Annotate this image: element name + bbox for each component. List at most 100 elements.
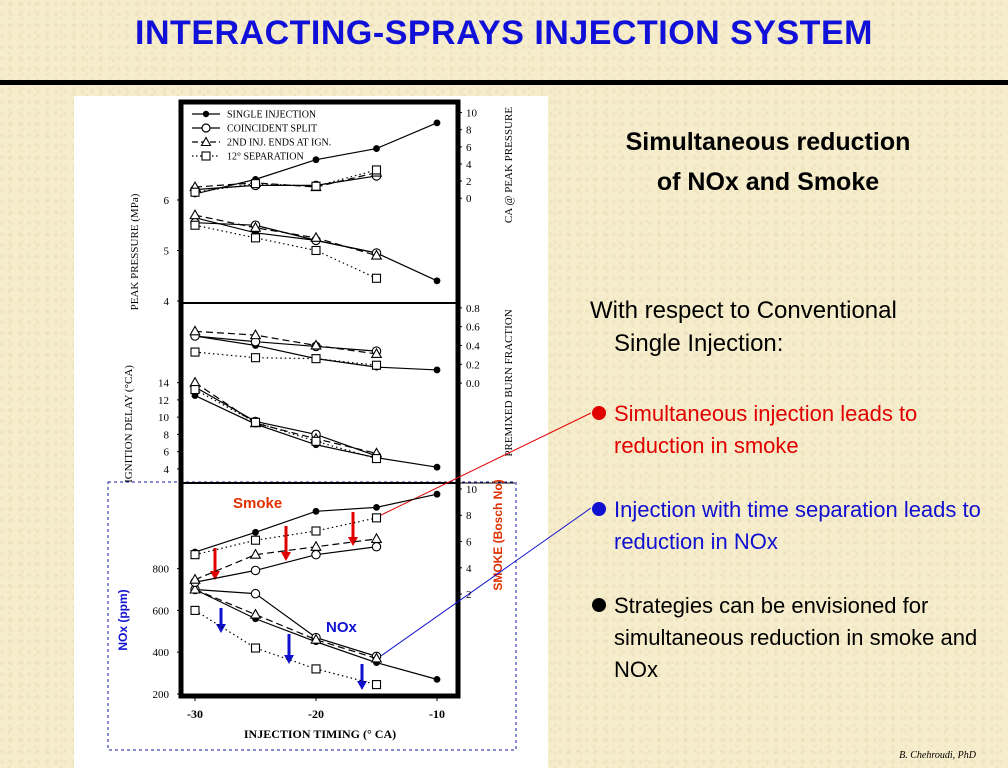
emissions-right-12-separation-point: [311, 526, 321, 536]
peak-right-tick-label: 10: [466, 108, 478, 120]
emissions-left-2nd-inj-ends-at-ign-point: [189, 583, 201, 594]
emissions-right-2nd-inj-ends-at-ign-point: [249, 548, 262, 559]
emissions-left-12-separation-point: [250, 643, 261, 653]
ignition-right-2nd-inj-ends-at-ign-point: [249, 328, 262, 340]
peak-left-12-separation-point: [311, 245, 321, 256]
nox-reduction-arrows: [216, 608, 367, 690]
emissions-right-12-separation-point: [250, 535, 261, 545]
ignition-left-tick-label: 4: [164, 464, 170, 476]
x-tick-label: -30: [187, 707, 203, 721]
ignition-right-2nd-inj-ends-at-ign-point: [310, 339, 322, 350]
subhead-line-2: Single Injection:: [614, 330, 784, 357]
headline-line-2: of NOx and Smoke: [656, 168, 880, 196]
emissions-right-tick-label: 6: [466, 537, 472, 549]
ignition-left-coincident-split-line: [194, 386, 377, 457]
emissions-right-single-injection-point: [312, 507, 320, 515]
ignition-left-12-separation-point: [311, 436, 321, 446]
ignition-left-2nd-inj-ends-at-ign-point: [189, 376, 201, 387]
headline-line-1: Simultaneous reduction: [625, 128, 911, 156]
peak-right-tick-label: 0: [466, 193, 472, 205]
ignition-right-2nd-inj-ends-at-ign-point: [189, 325, 201, 336]
bullet-dot-icon: [592, 502, 606, 516]
ignition-left-12-separation-point: [371, 454, 382, 464]
ignition-right-axis-label: PREMIXED BURN FRACTION: [503, 309, 515, 456]
peak-left-tick-label: 4: [164, 296, 170, 308]
peak-left-tick-label: 5: [164, 245, 170, 257]
peak-left-2nd-inj-ends-at-ign-line: [194, 214, 377, 257]
emissions-right-12-separation-point: [371, 513, 382, 523]
peak-left-12-separation-point: [190, 220, 200, 230]
emissions-left-tick-label: 200: [153, 689, 170, 701]
emissions-left-2nd-inj-ends-at-ign-point: [370, 652, 383, 663]
author-credit: B. Chehroudi, PhD: [899, 750, 976, 761]
emissions-left-single-injection-point: [433, 675, 441, 683]
emissions-left-coincident-split-line: [194, 588, 377, 657]
nox-arrow-2-head: [284, 655, 294, 664]
emissions-right-12-separation-point: [190, 550, 200, 560]
smoke-arrow-2-head: [281, 552, 291, 561]
nox-callout-line: [377, 507, 592, 659]
legend-marker-single: [202, 110, 210, 118]
x-tick-label: -10: [429, 707, 445, 721]
emissions-left-12-separation-point: [311, 664, 321, 674]
ignition-right-2nd-inj-ends-at-ign-line: [194, 330, 377, 355]
peak-right-12-separation-point: [311, 181, 321, 191]
nox-axis-label: NOx (ppm): [116, 589, 130, 650]
legend-marker-coincident: [201, 123, 211, 133]
x-tick-label: -20: [308, 707, 324, 721]
emissions-right-tick-label: 2: [466, 589, 472, 601]
peak-right-tick-label: 6: [466, 142, 472, 154]
emissions-right-coincident-split-point: [250, 565, 261, 576]
peak-right-12-separation-point: [190, 187, 200, 197]
legend-label-separation: 12° SEPARATION: [227, 152, 304, 163]
emissions-left-tick-label: 600: [153, 605, 170, 617]
peak-left-single-injection-point: [433, 277, 441, 285]
bullet-strategies-text: Strategies can be envisioned for simulta…: [614, 593, 978, 682]
legend-marker-separation: [201, 151, 211, 161]
peak-left-tick-label: 6: [164, 195, 170, 207]
emissions-right-tick-label: 10: [466, 484, 478, 496]
legend: SINGLE INJECTION COINCIDENT SPLIT 2ND IN…: [192, 110, 331, 163]
headline: Simultaneous reduction of NOx and Smoke: [568, 122, 968, 202]
nox-arrow-3-head: [357, 681, 367, 690]
emissions-left-2nd-inj-ends-at-ign-point: [310, 633, 322, 644]
ignition-left-tick-label: 12: [158, 395, 169, 407]
ignition-left-12-separation-point: [250, 417, 261, 427]
emissions-right-coincident-split-line: [194, 546, 377, 583]
peak-left-12-separation-point: [250, 233, 261, 243]
ignition-left-12-separation-point: [190, 384, 200, 395]
peak-left-axis-label: PEAK PRESSURE (MPa): [129, 193, 141, 310]
ignition-left-single-injection-point: [433, 463, 441, 471]
peak-right-single-injection-point: [373, 145, 380, 152]
ignition-right-tick-label: 0.8: [466, 303, 480, 315]
bullet-nox-text: Injection with time separation leads to …: [614, 497, 981, 554]
peak-left-2nd-inj-ends-at-ign-point: [189, 209, 201, 220]
ignition-right-tick-label: 0.4: [466, 340, 480, 352]
emissions-right-coincident-split-point: [311, 549, 321, 560]
emissions-right-2nd-inj-ends-at-ign-point: [370, 532, 383, 543]
ignition-right-tick-label: 0.6: [466, 322, 480, 334]
bullet-nox: Injection with time separation leads to …: [590, 494, 1000, 558]
emissions-right-single-injection-point: [433, 490, 441, 498]
emissions-left-coincident-split-point: [250, 588, 261, 599]
peak-right-tick-label: 8: [466, 125, 472, 137]
smoke-reduction-arrows: [210, 512, 358, 580]
ignition-right-12-separation-point: [250, 353, 261, 363]
peak-left-12-separation-point: [371, 273, 382, 283]
ignition-left-tick-label: 6: [164, 447, 170, 459]
peak-right-axis-label: CA @ PEAK PRESSURE: [503, 107, 515, 223]
emissions-right-tick-label: 4: [466, 563, 472, 575]
smoke-arrow-3-head: [348, 537, 358, 546]
emissions-right-tick-label: 8: [466, 510, 472, 522]
plot-frame: [178, 99, 461, 699]
legend-label-second-inj: 2ND INJ. ENDS AT IGN.: [227, 138, 331, 149]
nox-annotation: NOx: [326, 619, 358, 636]
emissions-left-tick-label: 400: [153, 647, 170, 659]
peak-left-coincident-split-line: [194, 222, 377, 254]
axis-ticks: 4 5 6 0 2 4 6 8 10 4 6 8 10 12 14 0.0 0.2 0.4 0.6 0.8 200 400…: [153, 108, 481, 721]
ignition-right-coincident-split-line: [194, 335, 377, 352]
bullet-strategies: Strategies can be envisioned for simulta…: [590, 590, 1000, 686]
bullet-dot-icon: [592, 406, 606, 420]
bullet-smoke-text: Simultaneous injection leads to reductio…: [614, 401, 918, 458]
